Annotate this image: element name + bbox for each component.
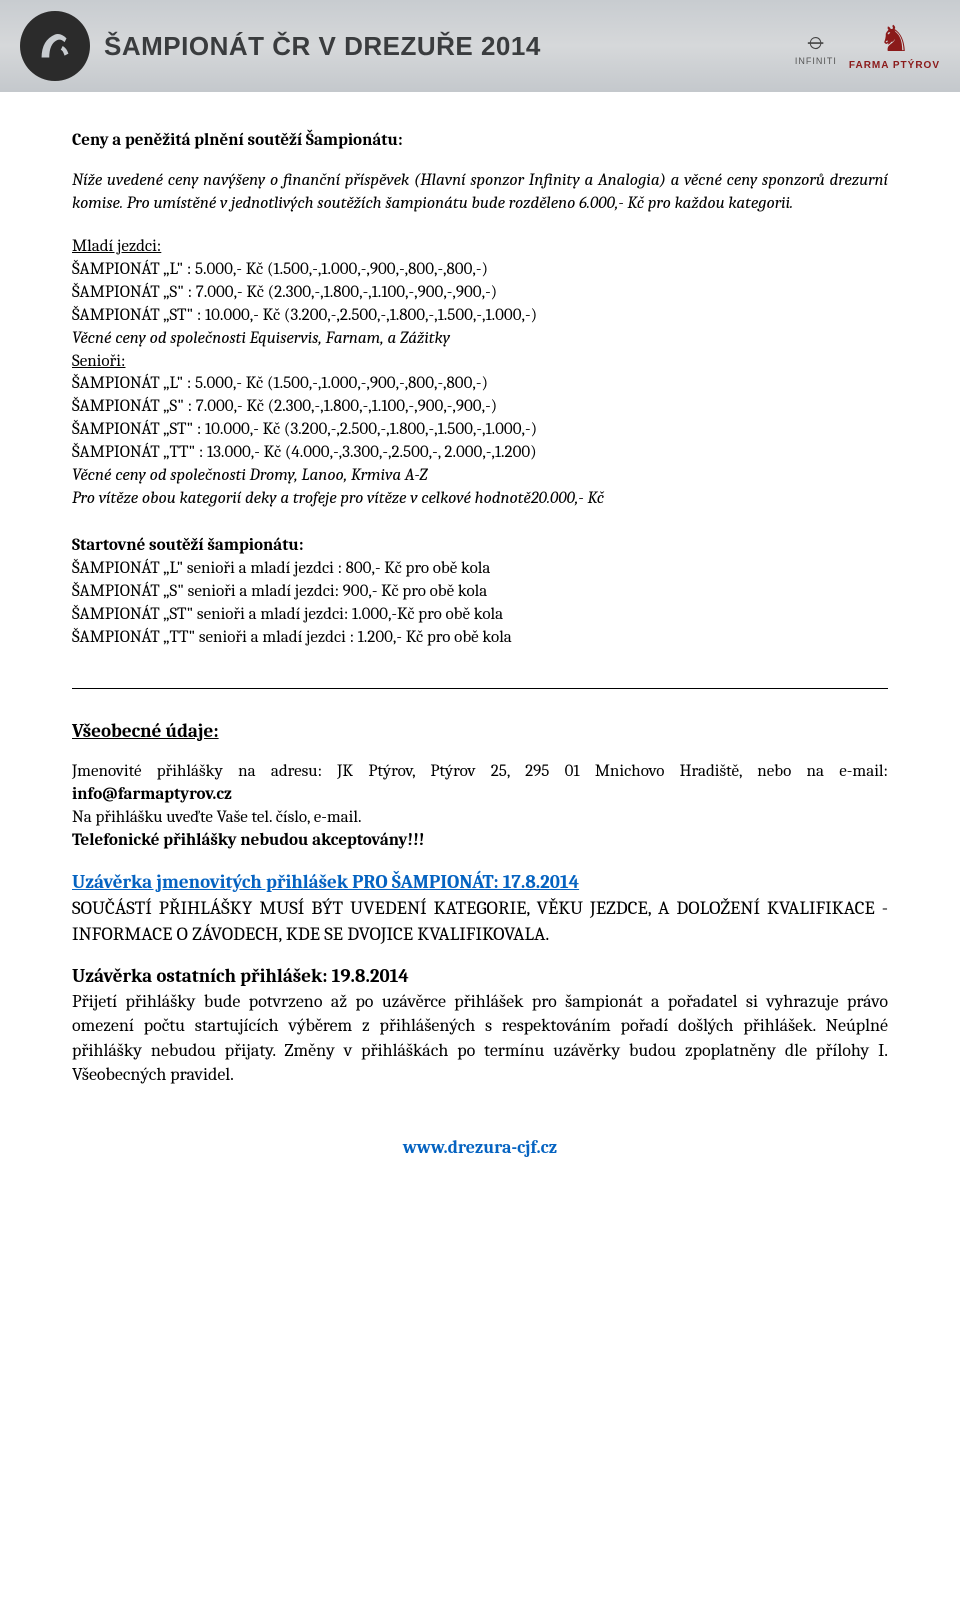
mladi-st: ŠAMPIONÁT „ST" : 10.000,- Kč (3.200,-,2.… xyxy=(72,305,888,328)
section-vseobecne: Všeobecné údaje: Jmenovité přihlášky na … xyxy=(72,719,888,1087)
footer-link[interactable]: www.drezura-cjf.cz xyxy=(403,1137,557,1158)
uzaverka2-body: Přijetí přihlášky bude potvrzeno až po u… xyxy=(72,990,888,1087)
vseobecne-title: Všeobecné údaje: xyxy=(72,719,888,745)
seniori-l: ŠAMPIONÁT „L" : 5.000,- Kč (1.500,-,1.00… xyxy=(72,373,888,396)
section-startovne: Startovné soutěží šampionátu: ŠAMPIONÁT … xyxy=(72,535,888,650)
divider xyxy=(72,688,888,689)
uzaverka2-title: Uzávěrka ostatních přihlášek: 19.8.2014 xyxy=(72,964,888,990)
footer: www.drezura-cjf.cz xyxy=(72,1137,888,1158)
seniori-s: ŠAMPIONÁT „S" : 7.000,- Kč (2.300,-,1.80… xyxy=(72,396,888,419)
seniori-vecne: Věcné ceny od společnosti Dromy, Lanoo, … xyxy=(72,465,888,488)
prihlaska-adresa: Jmenovité přihlášky na adresu: JK Ptýrov… xyxy=(72,761,888,807)
seniori-trofeje: Pro vítěze obou kategorií deky a trofeje… xyxy=(72,488,888,511)
prihlaska-tel: Na přihlášku uveďte Vaše tel. číslo, e-m… xyxy=(72,807,888,830)
infiniti-label: INFINITI xyxy=(795,56,837,66)
ceny-intro: Níže uvedené ceny navýšeny o finanční př… xyxy=(72,170,888,216)
startovne-st: ŠAMPIONÁT „ST" senioři a mladí jezdci: 1… xyxy=(72,604,888,627)
startovne-tt: ŠAMPIONÁT „TT" senioři a mladí jezdci : … xyxy=(72,627,888,650)
mladi-vecne: Věcné ceny od společnosti Equiservis, Fa… xyxy=(72,328,888,351)
farma-label: FARMA PTÝROV xyxy=(849,60,940,71)
adresa-text: Jmenovité přihlášky na adresu: JK Ptýrov… xyxy=(72,762,888,781)
email-link[interactable]: info@farmaptyrov.cz xyxy=(72,785,232,804)
seniori-title: Senioři: xyxy=(72,351,888,374)
mladi-title: Mladí jezdci: xyxy=(72,236,888,259)
prihlaska-warn: Telefonické přihlášky nebudou akceptován… xyxy=(72,830,888,853)
ceny-title: Ceny a peněžitá plnění soutěží Šampionát… xyxy=(72,130,888,153)
startovne-title: Startovné soutěží šampionátu: xyxy=(72,535,888,558)
seniori-tt: ŠAMPIONÁT „TT" : 13.000,- Kč (4.000,-,3.… xyxy=(72,442,888,465)
section-mladi: Mladí jezdci: ŠAMPIONÁT „L" : 5.000,- Kč… xyxy=(72,236,888,511)
farma-logo: ♞ FARMA PTÝROV xyxy=(849,22,940,71)
startovne-l: ŠAMPIONÁT „L" senioři a mladí jezdci : 8… xyxy=(72,558,888,581)
uzaverka1-body: SOUČÁSTÍ PŘIHLÁŠKY MUSÍ BÝT UVEDENÍ KATE… xyxy=(72,896,888,947)
seniori-st: ŠAMPIONÁT „ST" : 10.000,- Kč (3.200,-,2.… xyxy=(72,419,888,442)
mladi-l: ŠAMPIONÁT „L" : 5.000,- Kč (1.500,-,1.00… xyxy=(72,259,888,282)
horse-icon: ♞ xyxy=(878,22,910,58)
header-banner: ŠAMPIONÁT ČR V DREZUŘE 2014 ⦵ INFINITI ♞… xyxy=(0,0,960,92)
mladi-s: ŠAMPIONÁT „S" : 7.000,- Kč (2.300,-,1.80… xyxy=(72,282,888,305)
committee-logo-icon xyxy=(20,11,90,81)
uzaverka1-title[interactable]: Uzávěrka jmenovitých přihlášek PRO ŠAMPI… xyxy=(72,871,579,893)
page-content: Ceny a peněžitá plnění soutěží Šampionát… xyxy=(0,130,960,1198)
infiniti-icon: ⦵ xyxy=(804,26,828,54)
banner-title: ŠAMPIONÁT ČR V DREZUŘE 2014 xyxy=(104,31,783,62)
section-ceny: Ceny a peněžitá plnění soutěží Šampionát… xyxy=(72,130,888,216)
startovne-s: ŠAMPIONÁT „S" senioři a mladí jezdci: 90… xyxy=(72,581,888,604)
infiniti-logo: ⦵ INFINITI xyxy=(795,26,837,66)
